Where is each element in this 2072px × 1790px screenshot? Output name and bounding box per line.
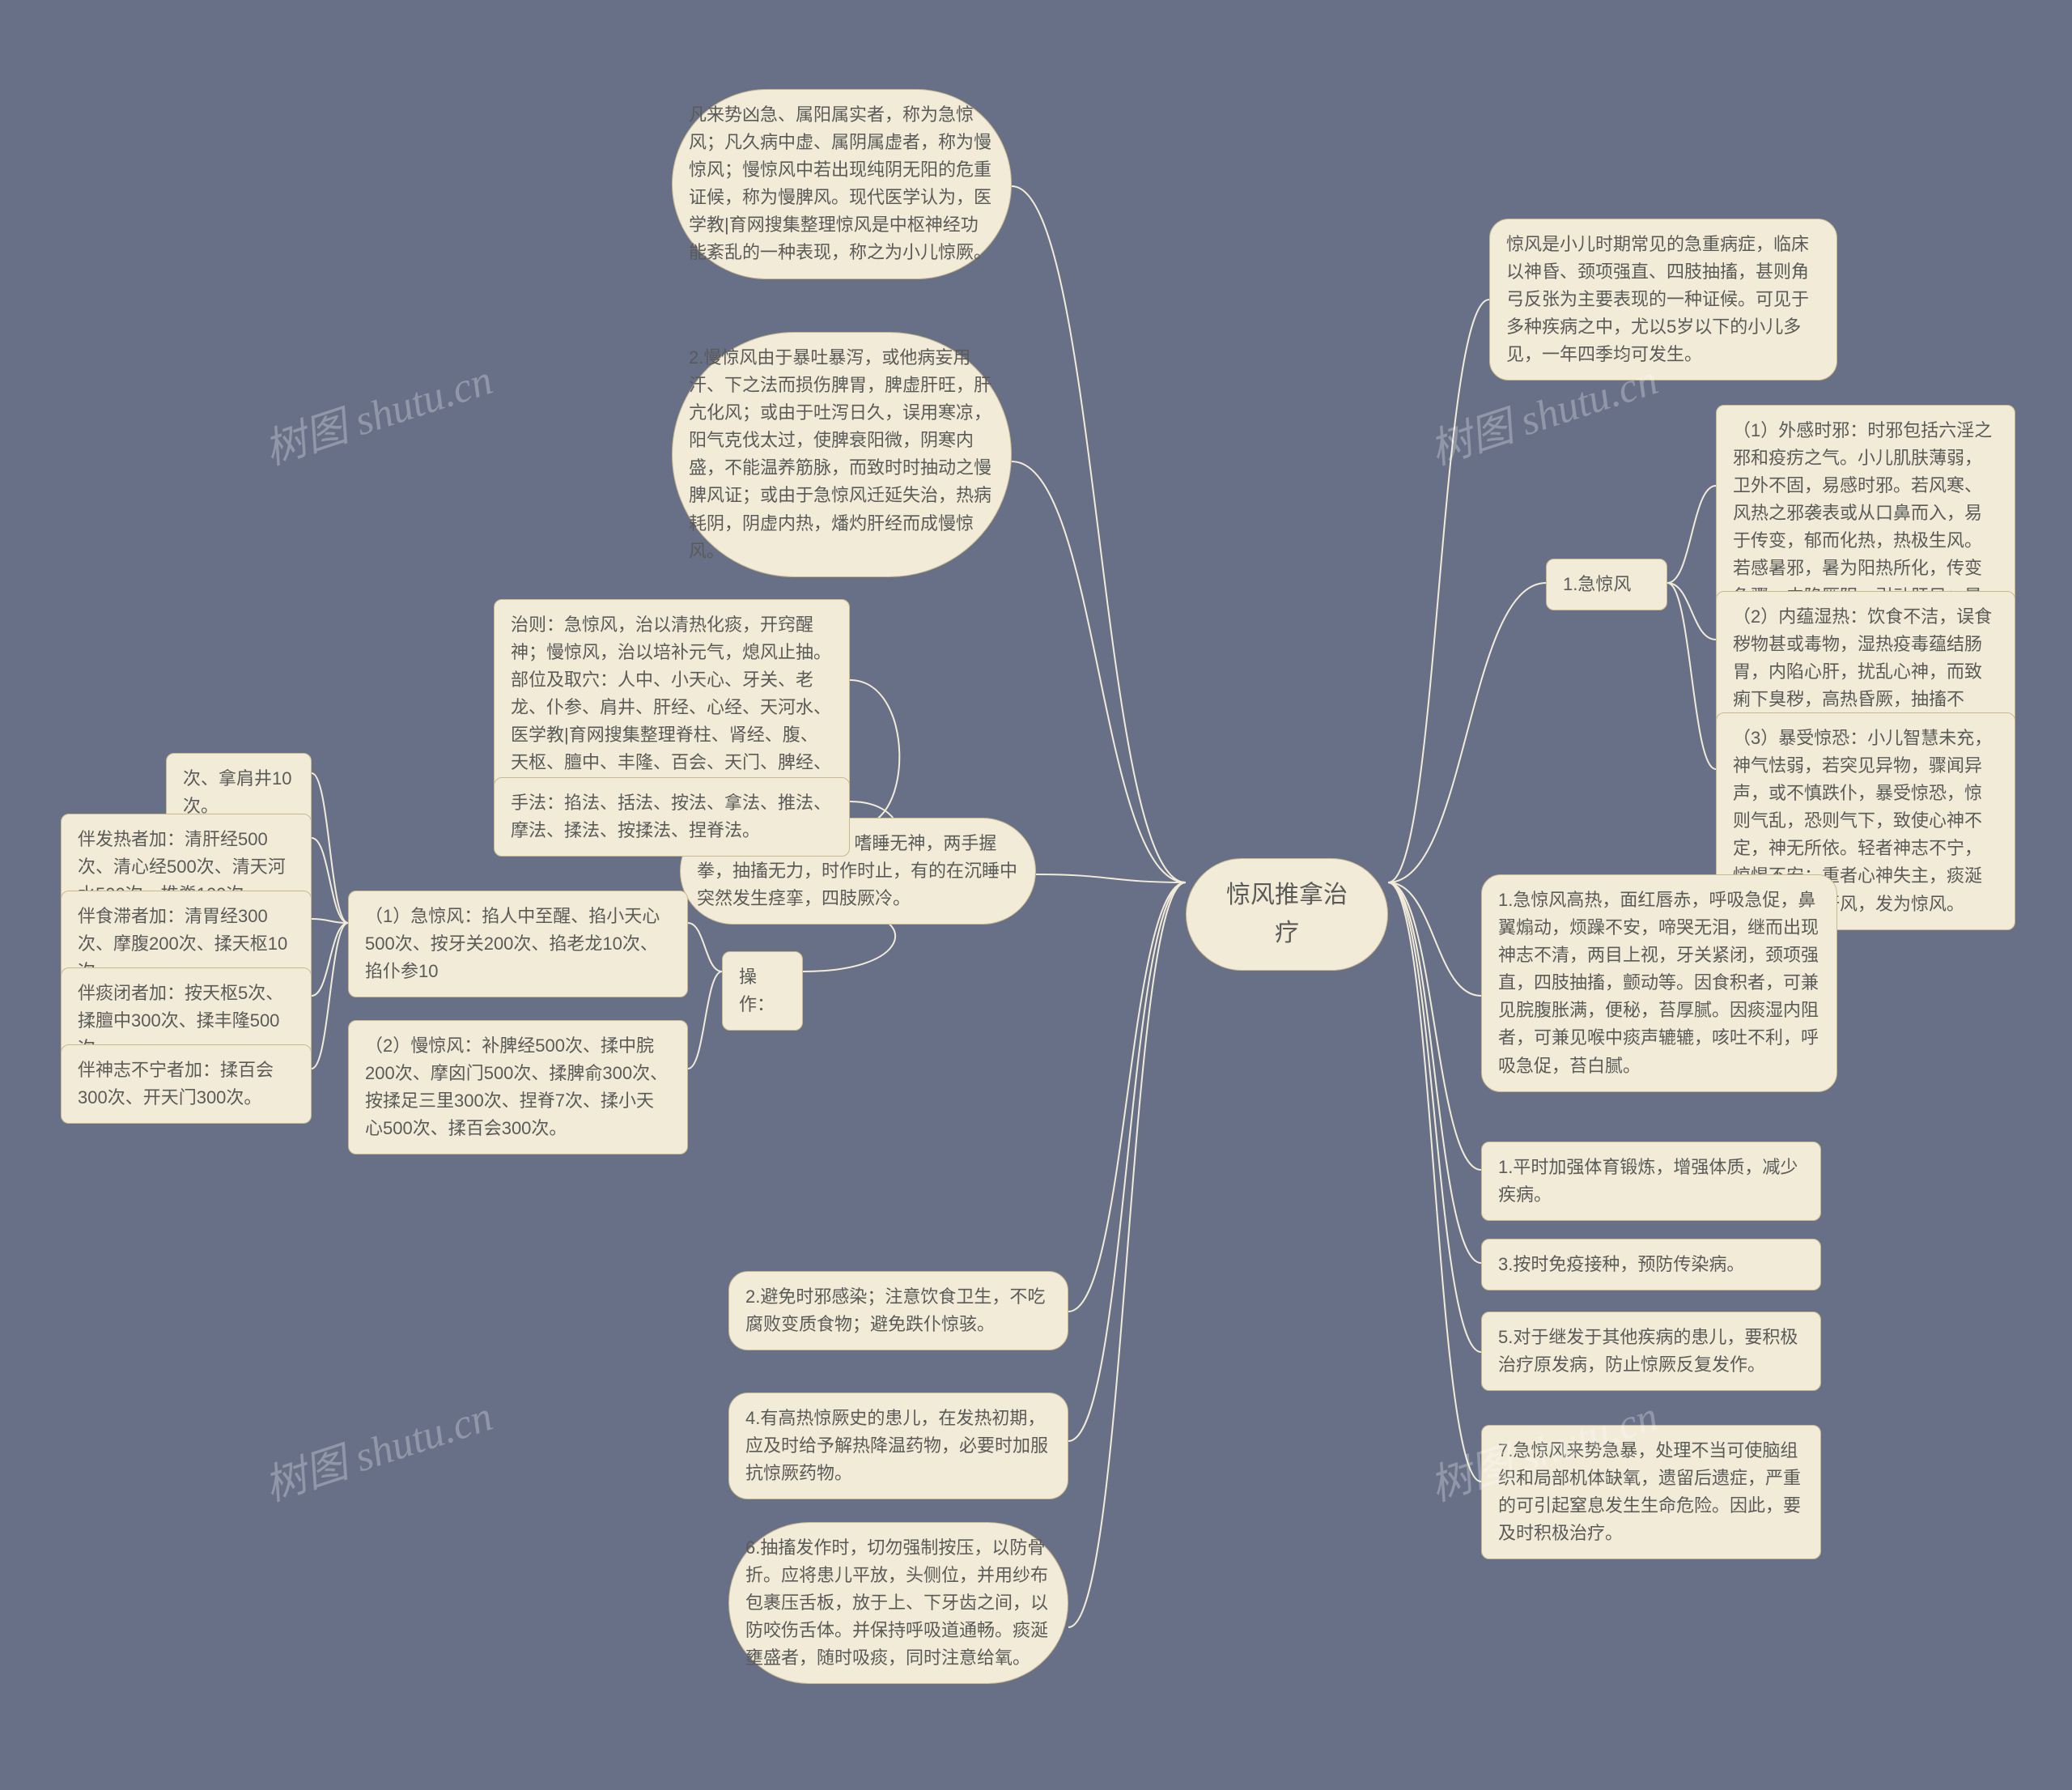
edge-25: [312, 923, 348, 1069]
node-n_tx6: 6.抽搐发作时，切勿强制按压，以防骨折。应将患儿平放，头侧位，并用纱布包裹压舌板…: [728, 1522, 1068, 1684]
edge-12: [1036, 874, 1186, 882]
center-node: 惊风推拿治疗: [1186, 858, 1388, 971]
edge-0: [1388, 300, 1489, 882]
node-n_jjf: 1.急惊风: [1546, 559, 1667, 610]
edge-14: [1068, 882, 1186, 1441]
edge-3: [1388, 882, 1481, 1170]
edge-15: [1068, 882, 1186, 1627]
edge-13: [1068, 882, 1186, 1312]
watermark-0: 树图 shutu.cn: [256, 346, 499, 476]
edge-10: [1012, 186, 1186, 882]
node-n_hand: 手法：掐法、括法、按法、拿法、推法、摩法、揉法、按揉法、捏脊法。: [494, 777, 850, 857]
node-n_tx4: 4.有高热惊厥史的患儿，在发热初期，应及时给予解热降温药物，必要时加服抗惊厥药物…: [728, 1392, 1068, 1499]
edge-22: [312, 838, 348, 923]
node-n_op1e: 伴神志不宁者加：揉百会300次、开天门300次。: [61, 1044, 312, 1124]
edge-7: [1667, 486, 1716, 583]
node-n_def: 惊风是小儿时期常见的急重病症，临床以神昏、颈项强直、四肢抽搐，甚则角弓反张为主要…: [1489, 219, 1837, 381]
watermark-2: 树图 shutu.cn: [256, 1382, 499, 1512]
edge-9: [1667, 583, 1716, 769]
node-n_classify: 凡来势凶急、属阳属实者，称为急惊风；凡久病中虚、属阴属虚者，称为慢惊风；慢惊风中…: [672, 89, 1012, 279]
edge-19: [688, 923, 722, 972]
edge-1: [1388, 583, 1546, 882]
node-n_tx3: 3.按时免疫接种，预防传染病。: [1481, 1239, 1821, 1290]
node-n_tx7: 7.急惊风来势急暴，处理不当可使脑组织和局部机体缺氧，遗留后遗症，严重的可引起窒…: [1481, 1425, 1821, 1559]
edge-11: [1012, 461, 1186, 882]
edge-16: [850, 680, 899, 826]
edge-20: [688, 972, 722, 1069]
edge-21: [312, 773, 348, 923]
node-n_slow_cause: 2.慢惊风由于暴吐暴泻，或他病妄用汗、下之法而损伤脾胃，脾虚肝旺，肝亢化风；或由…: [672, 332, 1012, 577]
edge-24: [312, 923, 348, 996]
edge-4: [1388, 882, 1481, 1263]
node-n_jjf_sym: 1.急惊风高热，面红唇赤，呼吸急促，鼻翼煽动，烦躁不安，啼哭无泪，继而出现神志不…: [1481, 874, 1837, 1092]
node-n_op1: （1）急惊风：掐人中至醒、掐小天心500次、按牙关200次、掐老龙10次、掐仆参…: [348, 891, 688, 997]
edge-2: [1388, 882, 1481, 996]
node-n_op: 操作：: [722, 951, 803, 1031]
edge-23: [312, 919, 348, 923]
edge-6: [1388, 882, 1481, 1482]
node-n_tx5: 5.对于继发于其他疾病的患儿，要积极治疗原发病，防止惊厥反复发作。: [1481, 1312, 1821, 1391]
edge-5: [1388, 882, 1481, 1352]
node-n_op2: （2）慢惊风：补脾经500次、揉中脘200次、摩囟门500次、揉脾俞300次、按…: [348, 1020, 688, 1154]
node-n_tx1: 1.平时加强体育锻炼，增强体质，减少疾病。: [1481, 1142, 1821, 1221]
node-n_tx2: 2.避免时邪感染；注意饮食卫生，不吃腐败变质食物；避免跌仆惊骇。: [728, 1271, 1068, 1350]
edge-8: [1667, 583, 1716, 640]
